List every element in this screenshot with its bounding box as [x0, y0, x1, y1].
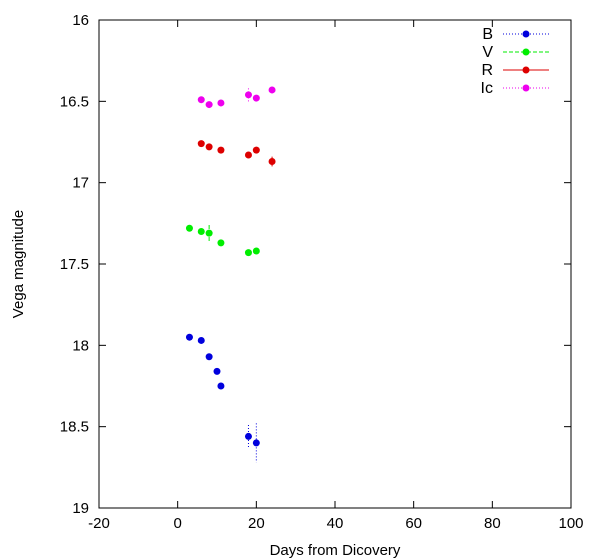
data-point: [185, 333, 193, 341]
data-point: [244, 249, 252, 257]
data-point: [217, 146, 225, 154]
data-point: [252, 94, 260, 102]
series-v: [185, 224, 260, 257]
y-tick-label: 18: [72, 337, 89, 354]
legend-label: R: [481, 62, 493, 79]
data-point: [185, 224, 193, 232]
data-point: [205, 143, 213, 151]
y-tick-label: 16.5: [60, 93, 89, 110]
y-tick-label: 17.5: [60, 256, 89, 273]
y-tick-label: 16: [72, 12, 89, 29]
data-point: [268, 86, 276, 94]
data-point: [205, 353, 213, 361]
series-ic: [197, 86, 276, 109]
x-tick-label: 40: [327, 515, 344, 532]
data-point: [205, 229, 213, 237]
data-point: [217, 99, 225, 107]
x-tick-label: -20: [88, 515, 110, 532]
y-axis-label: Vega magnitude: [10, 210, 27, 318]
series-b: [185, 333, 260, 463]
data-point: [244, 151, 252, 159]
data-point: [197, 96, 205, 104]
data-point: [205, 101, 213, 109]
data-point: [268, 158, 276, 166]
x-tick-label: 60: [405, 515, 422, 532]
plot-frame: [98, 19, 572, 509]
data-point: [244, 91, 252, 99]
data-point: [244, 432, 252, 440]
legend-marker: [522, 66, 530, 74]
plot-border: [98, 19, 572, 509]
legend-marker: [522, 30, 530, 38]
data-point: [252, 146, 260, 154]
x-tick-label: 0: [173, 515, 181, 532]
data-point: [213, 367, 221, 375]
x-tick-label: 80: [484, 515, 501, 532]
x-tick-label: 100: [558, 515, 583, 532]
data-point: [217, 239, 225, 247]
data-point: [252, 247, 260, 255]
y-tick-label: 18.5: [60, 419, 89, 436]
data-point: [197, 140, 205, 148]
x-tick-label: 20: [248, 515, 265, 532]
data-point: [252, 439, 260, 447]
x-axis-label: Days from Dicovery: [270, 542, 401, 559]
axis-ticks: -20 0 20 40 60 80 100 16 16.5 17 17.5 18 18.5 19: [60, 12, 584, 532]
data-point: [197, 227, 205, 235]
y-tick-label: 17: [72, 175, 89, 192]
legend-marker: [522, 48, 530, 56]
series-r: [197, 140, 276, 167]
data-point: [217, 382, 225, 390]
legend-label: V: [482, 44, 493, 61]
data-points: [185, 86, 276, 463]
y-tick-label: 19: [72, 500, 89, 517]
legend-label: Ic: [481, 80, 493, 97]
legend-label: B: [482, 26, 493, 43]
data-point: [197, 336, 205, 344]
legend-marker: [522, 84, 530, 92]
